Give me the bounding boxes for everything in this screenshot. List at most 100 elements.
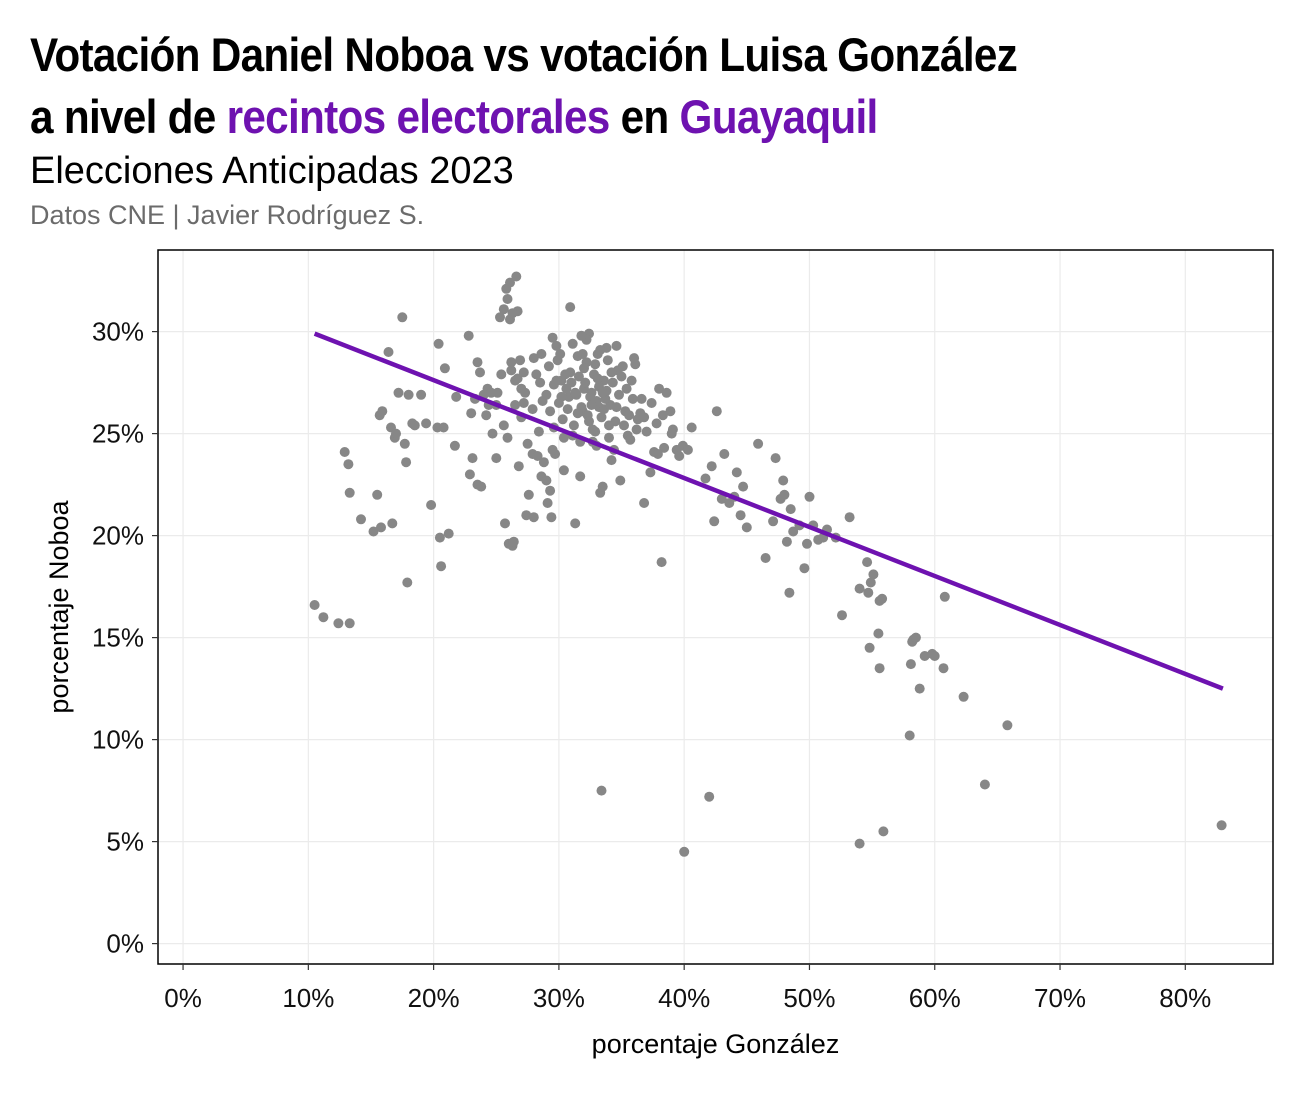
- scatter-point: [770, 453, 781, 464]
- scatter-point: [561, 383, 572, 394]
- scatter-point: [873, 628, 884, 639]
- scatter-point: [502, 432, 513, 443]
- scatter-point: [511, 271, 522, 282]
- scatter-point: [506, 357, 517, 368]
- scatter-point: [505, 277, 515, 288]
- scatter-point: [556, 391, 567, 402]
- scatter-point: [679, 846, 690, 857]
- scatter-point: [547, 444, 558, 455]
- scatter-point: [874, 663, 885, 674]
- scatter-point: [333, 618, 344, 629]
- scatter-point: [577, 349, 588, 359]
- scatter-point: [528, 512, 539, 523]
- scatter-point: [652, 449, 663, 459]
- scatter-point: [760, 553, 771, 563]
- scatter-point: [309, 600, 320, 610]
- scatter-point: [854, 583, 865, 594]
- scatter-point: [343, 459, 354, 470]
- scatter-point: [674, 451, 685, 461]
- scatter-point: [631, 424, 642, 435]
- scatter-point: [344, 618, 355, 629]
- scatter-point: [562, 404, 573, 415]
- scatter-point: [938, 663, 949, 674]
- scatter-point: [512, 373, 523, 384]
- scatter-point: [545, 406, 556, 417]
- scatter-point: [523, 489, 534, 500]
- scatter-point: [557, 414, 568, 425]
- scatter-point: [738, 481, 749, 492]
- scatter-point: [443, 528, 454, 539]
- scatter-point: [475, 367, 485, 378]
- scatter-point: [863, 587, 874, 598]
- scatter-point: [568, 420, 579, 431]
- scatter-point: [551, 340, 562, 351]
- scatter-point: [597, 481, 608, 492]
- scatter-point: [596, 785, 607, 796]
- scatter-point: [339, 447, 350, 457]
- scatter-point: [627, 393, 638, 404]
- scatter-point: [570, 387, 581, 398]
- scatter-point: [636, 393, 647, 404]
- scatter-point: [606, 367, 617, 378]
- scatter-point: [464, 469, 475, 480]
- scatter-point: [604, 420, 614, 431]
- scatter-point: [508, 536, 519, 547]
- scatter-point: [939, 591, 950, 602]
- scatter-point: [522, 438, 533, 449]
- scatter-point: [421, 418, 432, 429]
- scatter-point: [958, 691, 969, 702]
- scatter-point: [532, 451, 543, 461]
- scatter-point: [877, 593, 888, 604]
- x-axis-title: porcentaje González: [592, 1029, 840, 1059]
- scatter-point: [531, 369, 542, 380]
- scatter-point: [719, 449, 730, 459]
- scatter-point: [617, 361, 628, 372]
- scatter-point: [788, 526, 799, 537]
- scatter-point: [528, 353, 539, 364]
- scatter-point: [536, 349, 547, 359]
- scatter-point: [487, 428, 498, 439]
- x-tick-label: 80%: [1159, 983, 1211, 1013]
- scatter-point: [768, 516, 779, 527]
- scatter-point: [545, 485, 556, 496]
- scatter-point: [521, 510, 532, 521]
- scatter-point: [785, 504, 796, 515]
- scatter-point: [625, 434, 636, 445]
- scatter-point: [463, 330, 474, 341]
- scatter-point: [391, 428, 401, 439]
- scatter-point: [541, 389, 552, 400]
- scatter-point: [513, 461, 524, 472]
- scatter-point: [854, 838, 865, 849]
- scatter-point: [784, 587, 795, 598]
- scatter-point: [686, 422, 697, 433]
- chart-subtitle: Elecciones Anticipadas 2023: [30, 150, 514, 192]
- y-tick-label: 20%: [92, 521, 144, 551]
- scatter-point: [451, 391, 462, 402]
- scatter-point: [602, 355, 613, 366]
- scatter-point: [500, 518, 510, 529]
- scatter-point: [682, 444, 693, 455]
- scatter-point: [661, 387, 672, 398]
- x-tick-label: 10%: [282, 983, 334, 1013]
- scatter-point: [914, 683, 925, 694]
- scatter-point: [570, 518, 581, 529]
- scatter-point: [753, 438, 764, 449]
- x-tick-label: 60%: [909, 983, 961, 1013]
- scatter-point: [368, 526, 379, 537]
- scatter-point: [397, 312, 408, 323]
- scatter-point: [641, 426, 652, 437]
- scatter-point: [621, 383, 632, 394]
- title-line-1: Votación Daniel Noboa vs votación Luisa …: [30, 28, 1018, 81]
- scatter-point: [393, 387, 404, 398]
- scatter-point: [735, 510, 746, 521]
- scatter-point: [659, 442, 670, 453]
- y-tick-label: 5%: [106, 827, 144, 857]
- scatter-point: [700, 473, 711, 484]
- scatter-point: [616, 371, 627, 382]
- x-tick-label: 30%: [533, 983, 585, 1013]
- x-tick-label: 0%: [164, 983, 202, 1013]
- title-highlight-recintos: recintos electorales: [226, 90, 611, 143]
- scatter-point: [376, 522, 386, 533]
- scatter-point: [607, 377, 618, 388]
- scatter-point: [580, 377, 591, 388]
